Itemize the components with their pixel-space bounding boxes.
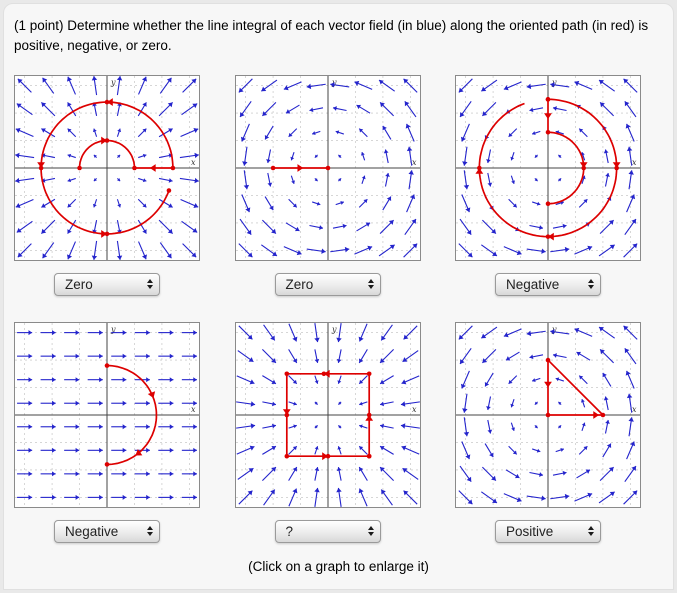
vector-field-plot-2[interactable]: xy bbox=[234, 74, 421, 261]
svg-text:x: x bbox=[191, 405, 196, 414]
answer-select-3[interactable]: Negative bbox=[495, 272, 601, 296]
up-down-stepper-icon bbox=[147, 526, 153, 536]
up-down-stepper-icon bbox=[588, 526, 594, 536]
answer-select-6[interactable]: Positive bbox=[495, 519, 601, 543]
up-down-stepper-icon bbox=[367, 279, 374, 289]
svg-text:x: x bbox=[632, 158, 637, 167]
answer-select-6-value: Positive bbox=[506, 523, 554, 539]
svg-text:y: y bbox=[110, 78, 116, 87]
svg-text:y: y bbox=[331, 325, 337, 334]
up-down-stepper-icon bbox=[147, 279, 153, 289]
svg-text:x: x bbox=[412, 158, 417, 167]
answer-select-3-value: Negative bbox=[506, 276, 560, 292]
problem-statement: (1 point) Determine whether the line int… bbox=[14, 18, 649, 54]
svg-text:x: x bbox=[632, 405, 637, 414]
enlarge-hint: (Click on a graph to enlarge it) bbox=[248, 558, 429, 574]
up-down-stepper-icon bbox=[588, 279, 594, 289]
plot-cell-3: xy Negative bbox=[455, 74, 641, 296]
svg-text:x: x bbox=[412, 405, 417, 414]
answer-select-4-value: Negative bbox=[65, 523, 119, 539]
plots-grid: xy Zero xy Zero xy Negative xy Negative bbox=[12, 74, 665, 543]
answer-select-2-value: Zero bbox=[285, 276, 314, 292]
answer-select-5[interactable]: ? bbox=[274, 519, 381, 543]
vector-field-plot-3[interactable]: xy bbox=[455, 74, 641, 261]
problem-panel: (1 point) Determine whether the line int… bbox=[3, 3, 674, 590]
answer-select-1[interactable]: Zero bbox=[54, 272, 160, 296]
answer-select-4[interactable]: Negative bbox=[54, 519, 160, 543]
svg-text:y: y bbox=[110, 325, 116, 334]
vector-field-plot-6[interactable]: xy bbox=[455, 321, 641, 508]
svg-text:x: x bbox=[191, 158, 196, 167]
plot-cell-6: xy Positive bbox=[455, 321, 641, 543]
plot-cell-2: xy Zero bbox=[234, 74, 421, 296]
up-down-stepper-icon bbox=[367, 526, 374, 536]
answer-select-2[interactable]: Zero bbox=[274, 272, 381, 296]
answer-select-1-value: Zero bbox=[65, 276, 93, 292]
answer-select-5-value: ? bbox=[285, 523, 294, 539]
